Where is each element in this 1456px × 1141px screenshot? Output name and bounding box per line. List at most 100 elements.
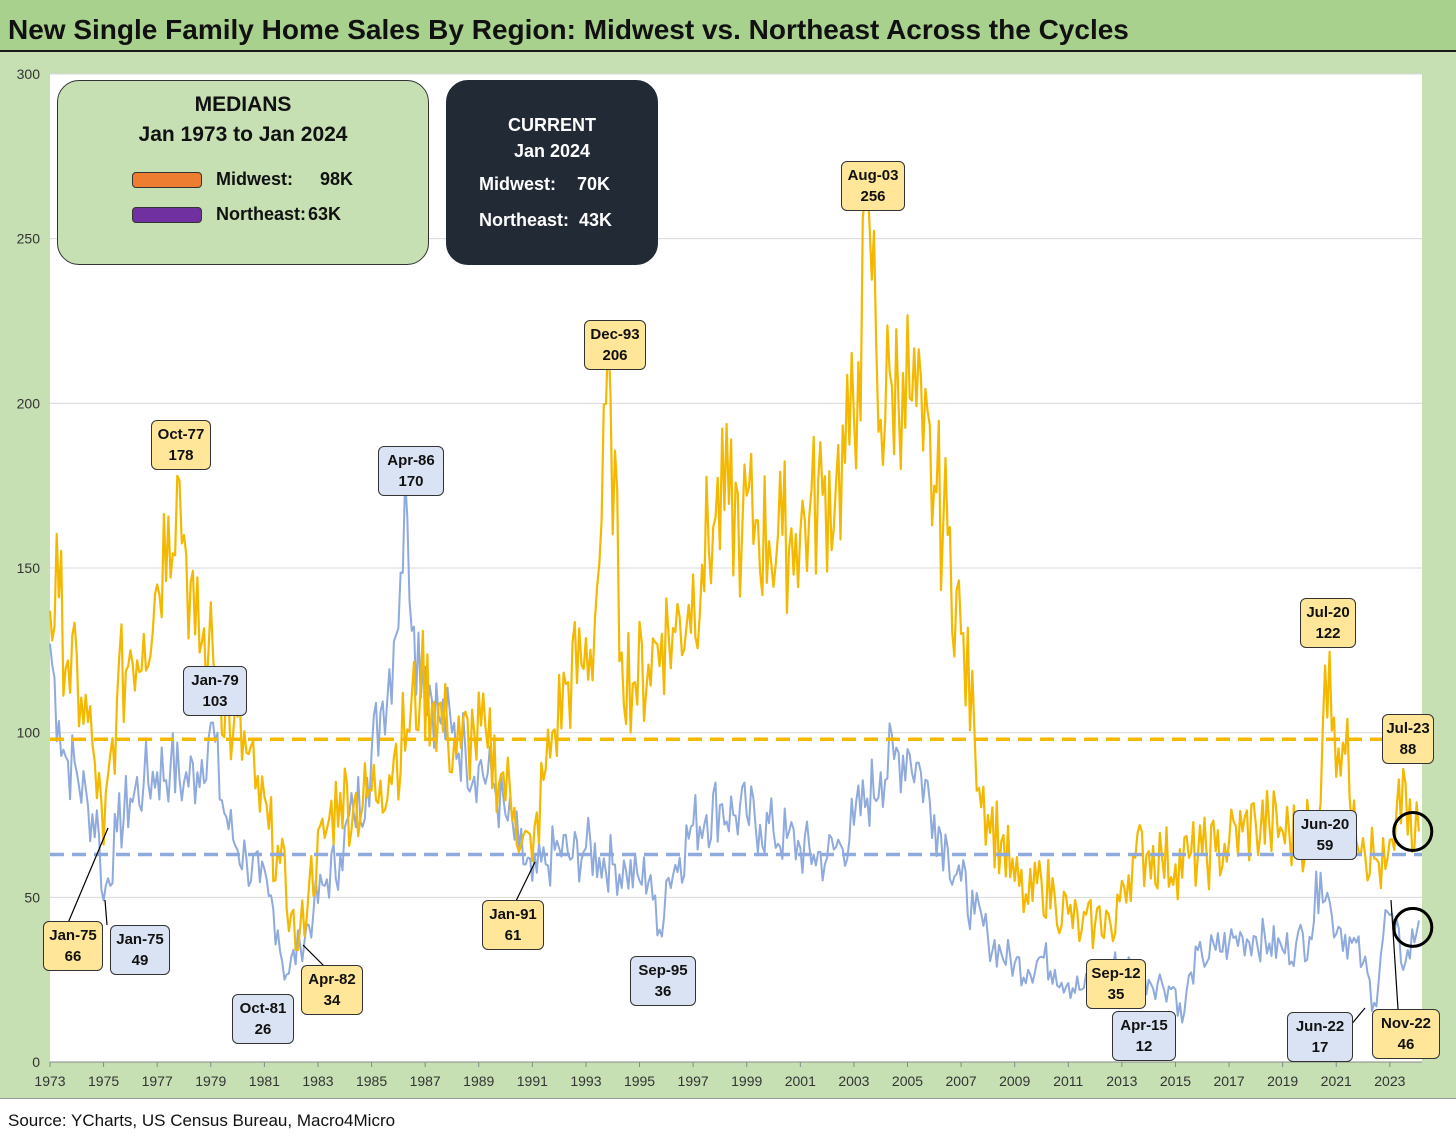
- callout-value: 26: [254, 1021, 272, 1038]
- callout-northeast-apr-15: Apr-15 12: [1112, 1011, 1176, 1061]
- callout-date: Jul-23: [1386, 720, 1430, 737]
- current-northeast-value: 43K: [579, 210, 613, 230]
- y-tick-label: 100: [17, 725, 41, 741]
- x-tick-label: 1997: [678, 1073, 709, 1089]
- x-tick-label: 2005: [892, 1073, 923, 1089]
- source-note: Source: YCharts, US Census Bureau, Macro…: [8, 1111, 396, 1130]
- callout-date: Jan-75: [49, 927, 97, 944]
- footer: Source: YCharts, US Census Bureau, Macro…: [0, 1098, 1456, 1141]
- callout-date: Jan-75: [116, 931, 164, 948]
- current-midwest-label: Midwest:: [479, 174, 557, 194]
- midwest-swatch: [132, 172, 202, 188]
- callout-leader-line: [302, 944, 326, 968]
- x-tick-label: 2017: [1213, 1073, 1244, 1089]
- x-tick-label: 2021: [1321, 1073, 1352, 1089]
- x-tick-label: 1983: [302, 1073, 333, 1089]
- current-northeast-marker: [1392, 906, 1434, 948]
- northeast-swatch: [132, 207, 202, 223]
- callout-date: Dec-93: [590, 326, 640, 343]
- callout-leader-line: [1390, 899, 1399, 1010]
- x-tick-label: 1975: [88, 1073, 119, 1089]
- callout-value: 46: [1397, 1036, 1415, 1053]
- northeast-series-line: [49, 477, 1420, 1024]
- callout-value: 61: [504, 927, 522, 944]
- x-tick-label: 1977: [142, 1073, 173, 1089]
- medians-heading: MEDIANS: [194, 93, 292, 116]
- current-box: CURRENT Jan 2024 Midwest: 70K Northeast:…: [446, 80, 658, 265]
- callout-value: 12: [1135, 1038, 1153, 1055]
- callout-value: 66: [64, 948, 82, 965]
- callout-value: 34: [323, 992, 341, 1009]
- callout-midwest-sep-12: Sep-12 35: [1086, 959, 1146, 1009]
- x-tick-label: 2013: [1106, 1073, 1137, 1089]
- callout-value: 206: [602, 347, 628, 364]
- callout-date: Oct-81: [239, 1000, 287, 1017]
- callout-value: 59: [1316, 837, 1334, 854]
- callout-value: 35: [1107, 986, 1125, 1003]
- callout-midwest-aug-03: Aug-03 256: [841, 161, 905, 211]
- callout-date: Sep-12: [1091, 965, 1141, 982]
- x-tick-label: 2001: [785, 1073, 816, 1089]
- current-heading: CURRENT: [508, 115, 596, 135]
- medians-midwest-value: 98K: [320, 169, 354, 189]
- medians-period: Jan 1973 to Jan 2024: [138, 123, 348, 146]
- medians-midwest-label: Midwest:: [216, 169, 294, 189]
- callout-midwest-jan-91: Jan-91 61: [482, 900, 544, 950]
- y-tick-label: 200: [17, 395, 41, 411]
- x-tick-label: 1989: [463, 1073, 494, 1089]
- callout-value: 36: [654, 983, 672, 1000]
- x-tick-label: 1995: [624, 1073, 655, 1089]
- callout-date: Jul-20: [1306, 604, 1350, 621]
- x-tick-label: 1999: [731, 1073, 762, 1089]
- y-tick-label: 0: [32, 1054, 40, 1070]
- x-tick-label: 1973: [34, 1073, 65, 1089]
- x-tick-label: 2023: [1374, 1073, 1405, 1089]
- callout-midwest-dec-93: Dec-93 206: [584, 320, 646, 370]
- current-midwest-marker: [1392, 810, 1434, 852]
- callout-northeast-apr-86: Apr-86 170: [378, 446, 444, 496]
- callout-midwest-nov-22: Nov-22 46: [1372, 1009, 1440, 1059]
- callout-value: 103: [202, 693, 228, 710]
- callout-midwest-jul-23: Jul-23 88: [1382, 714, 1434, 764]
- callout-date: Aug-03: [847, 167, 899, 184]
- callout-date: Jun-20: [1300, 816, 1350, 833]
- x-tick-label: 1981: [249, 1073, 280, 1089]
- midwest-series-line: [48, 176, 1420, 952]
- y-tick-label: 250: [17, 231, 41, 247]
- callout-value: 49: [131, 952, 149, 969]
- y-tick-label: 150: [17, 560, 41, 576]
- callout-leader-line: [67, 827, 109, 924]
- callout-midwest-jul-20: Jul-20 122: [1300, 598, 1356, 648]
- callout-northeast-jan-75: Jan-75 49: [110, 925, 170, 975]
- medians-northeast-label: Northeast:: [216, 204, 307, 224]
- medians-northeast-value: 63K: [308, 204, 342, 224]
- x-tick-label: 2007: [946, 1073, 977, 1089]
- callout-date: Oct-77: [157, 426, 205, 443]
- x-tick-label: 2003: [838, 1073, 869, 1089]
- current-period: Jan 2024: [513, 141, 591, 161]
- callout-value: 256: [860, 188, 886, 205]
- x-tick-label: 1987: [410, 1073, 441, 1089]
- callout-date: Jan-79: [191, 672, 239, 689]
- callout-leader-line: [514, 861, 536, 904]
- x-tick-label: 2019: [1267, 1073, 1298, 1089]
- callout-date: Jan-91: [489, 906, 537, 923]
- x-tick-label: 2015: [1160, 1073, 1191, 1089]
- x-tick-label: 2011: [1053, 1073, 1083, 1089]
- medians-box: MEDIANS Jan 1973 to Jan 2024 Midwest: 98…: [57, 80, 429, 265]
- x-tick-label: 1991: [517, 1073, 548, 1089]
- callout-northeast-jun-22: Jun-22 17: [1287, 1012, 1353, 1062]
- current-midwest-value: 70K: [577, 174, 611, 194]
- callout-date: Apr-15: [1120, 1017, 1168, 1034]
- callout-value: 122: [1315, 625, 1341, 642]
- callout-northeast-oct-81: Oct-81 26: [232, 994, 294, 1044]
- callout-northeast-jan-79: Jan-79 103: [183, 666, 247, 716]
- callout-date: Sep-95: [638, 962, 688, 979]
- callout-date: Apr-86: [387, 452, 435, 469]
- x-tick-label: 2009: [999, 1073, 1030, 1089]
- callout-date: Jun-22: [1295, 1018, 1345, 1035]
- callout-northeast-jun-20: Jun-20 59: [1293, 810, 1357, 860]
- callout-leader-line: [104, 899, 108, 926]
- callout-value: 17: [1311, 1039, 1329, 1056]
